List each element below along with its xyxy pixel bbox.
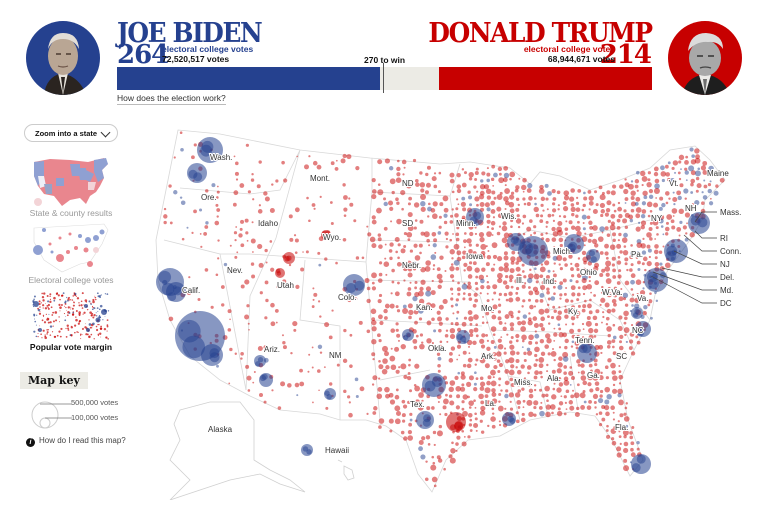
electoral-votes-map-icon: [33, 223, 109, 273]
state-label: Nev.: [227, 266, 243, 275]
biden-ev-label: electoral college votes: [162, 44, 254, 54]
state-label: Mich.: [553, 247, 572, 256]
state-label: Okla.: [428, 344, 447, 353]
threshold-marker: [383, 63, 384, 93]
key-small-label: 100,000 votes: [71, 413, 119, 422]
zoom-select-label: Zoom into a state: [35, 129, 98, 138]
hawaii-outline: [329, 449, 355, 481]
state-label: Ore.: [201, 193, 217, 202]
state-label: Tenn.: [575, 336, 595, 345]
trump-bar-segment: [439, 67, 652, 90]
state-results-map-icon: [34, 158, 108, 206]
state-label: Kan.: [416, 303, 432, 312]
zoom-state-select[interactable]: Zoom into a state: [24, 124, 118, 142]
view-thumb-electoral[interactable]: [30, 222, 112, 274]
state-label: Ala.: [547, 374, 561, 383]
state-callout-label: DC: [720, 299, 732, 308]
state-labels: Wash. Ore. Calif. Nev. Idaho Mont. Wyo. Utah Col…: [181, 152, 730, 456]
trump-electoral-votes: 214: [599, 40, 652, 70]
view-thumb-popular-margin[interactable]: [30, 290, 112, 342]
view-thumb-state-county[interactable]: [30, 156, 112, 208]
us-popular-vote-map[interactable]: Mass. RI Conn. NJ Del. Md. DC Wash. Ore. Calif. N…: [150, 120, 760, 500]
state-label: Maine: [707, 169, 729, 178]
state-label: Ky.: [568, 307, 579, 316]
state-label: Vt.: [669, 179, 679, 188]
trump-ev-label: electoral college votes: [523, 44, 615, 54]
state-callout-label: Mass.: [720, 208, 741, 217]
state-label: Mont.: [310, 174, 330, 183]
state-label: Ind.: [543, 277, 556, 286]
state-label: NH: [685, 204, 697, 213]
state-label: Nebr.: [402, 261, 421, 270]
state-callout-label: Md.: [720, 286, 733, 295]
how-election-works-link[interactable]: How does the election work?: [117, 93, 226, 105]
state-label: SC: [616, 352, 627, 361]
state-callout-label: NJ: [720, 260, 730, 269]
major-city-bubbles: [156, 137, 710, 474]
state-label: Ill.: [516, 276, 524, 285]
how-read-map-link[interactable]: i How do I read this map?: [26, 436, 126, 447]
biden-name: JOE BIDEN: [117, 18, 263, 49]
chevron-down-icon: [100, 127, 111, 138]
state-label: Utah: [277, 281, 294, 290]
how-read-map-label: How do I read this map?: [39, 436, 126, 445]
state-callout-label: Del.: [720, 273, 734, 282]
view-label-electoral[interactable]: Electoral college votes: [28, 275, 114, 285]
trump-avatar: [668, 21, 742, 95]
state-label: Calif.: [182, 286, 200, 295]
key-large-label: 500,000 votes: [71, 398, 119, 407]
biden-bar-segment: [117, 67, 380, 90]
state-label: Ga.: [587, 371, 600, 380]
trump-popular-votes: 68,944,671 votes: [547, 54, 615, 64]
state-label: Idaho: [258, 219, 279, 228]
biden-portrait-icon: [44, 33, 86, 95]
view-label-state-county[interactable]: State & county results: [29, 208, 113, 218]
trump-name: DONALD TRUMP: [428, 18, 654, 49]
state-label: Wash.: [210, 153, 232, 162]
electoral-vote-bar: [117, 67, 652, 90]
state-label: La.: [485, 399, 496, 408]
state-label: Colo.: [338, 293, 357, 302]
state-label: Ariz.: [264, 345, 280, 354]
state-callouts: Mass. RI Conn. NJ Del. Md. DC: [650, 207, 742, 309]
view-label-popular-margin[interactable]: Popular vote margin: [29, 342, 113, 352]
state-callout-label: Conn.: [720, 247, 741, 256]
state-label: SD: [402, 219, 413, 228]
state-callout-label: RI: [720, 234, 728, 243]
popular-margin-map-icon: [32, 292, 110, 340]
state-label: Fla.: [615, 423, 628, 432]
state-label: Hawaii: [325, 446, 349, 455]
threshold-label: 270 to win: [364, 55, 406, 65]
state-label: Pa.: [631, 250, 643, 259]
biden-avatar: [26, 21, 100, 95]
state-label: NC: [632, 326, 644, 335]
biden-popular-votes: 72,520,517 votes: [162, 54, 230, 64]
state-label: Miss.: [514, 378, 533, 387]
state-label: Alaska: [208, 425, 233, 434]
state-label: Wyo.: [323, 233, 341, 242]
state-label: Ark.: [481, 352, 495, 361]
state-label: W.Va.: [602, 288, 623, 297]
state-label: Minn.: [456, 219, 476, 228]
state-label: NM: [329, 351, 342, 360]
info-icon: i: [26, 438, 35, 447]
state-label: Iowa: [466, 252, 483, 261]
map-key-title: Map key: [20, 372, 88, 389]
state-label: Ohio: [580, 268, 597, 277]
biden-electoral-votes: 264: [117, 40, 169, 70]
alaska-outline: [169, 401, 306, 500]
state-label: Va.: [637, 294, 648, 303]
state-label: NY: [651, 214, 663, 223]
state-label: Tex.: [410, 400, 425, 409]
state-label: ND: [402, 179, 414, 188]
map-key-graphic: [31, 401, 72, 429]
trump-portrait-icon: [682, 33, 730, 95]
state-label: Wis.: [501, 212, 517, 221]
state-label: Mo.: [481, 304, 494, 313]
